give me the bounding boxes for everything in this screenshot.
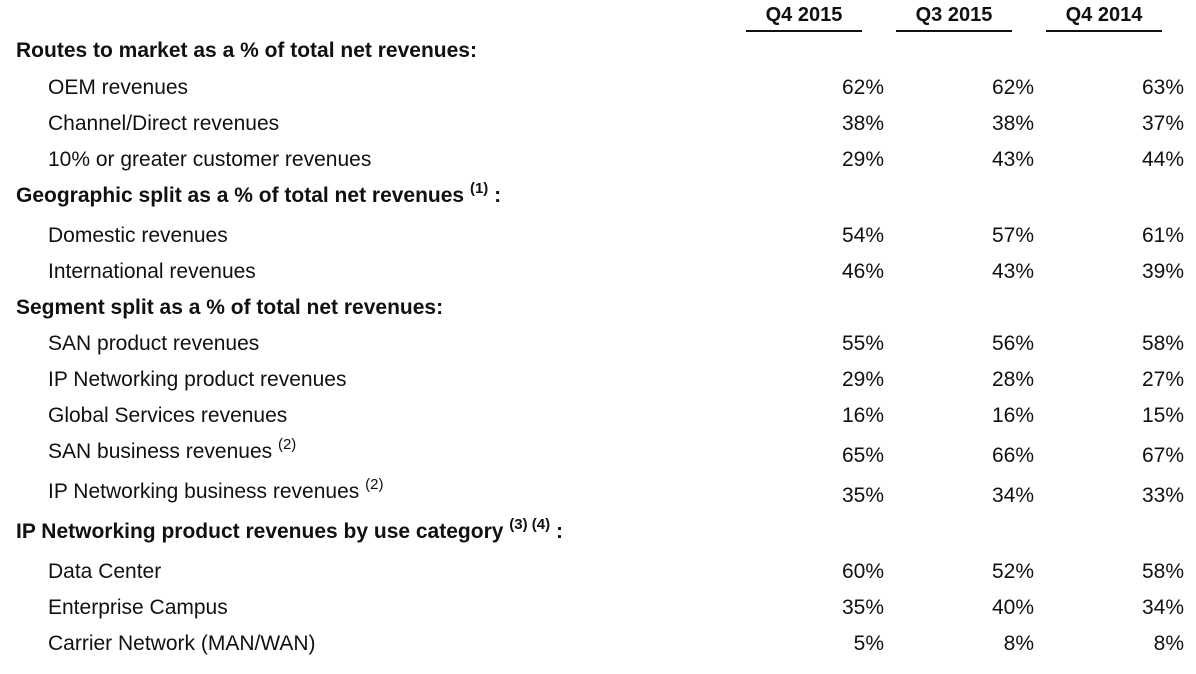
cell-q4-2014: 33%: [1141, 484, 1184, 507]
cell-q3-2015: 62%: [991, 76, 1034, 99]
cell-q4-2015: 35%: [841, 484, 884, 507]
section-title: Segment split as a % of total net revenu…: [16, 296, 444, 319]
cell-q4-2015: 55%: [841, 332, 884, 355]
cell-q3-2015: 43%: [991, 148, 1034, 171]
cell-q3-2015: 16%: [991, 404, 1034, 427]
row-label: Enterprise Campus: [48, 596, 228, 619]
footnote-marker: (3) (4): [509, 516, 551, 533]
column-header-q4-2014: Q4 2014: [1046, 0, 1162, 32]
cell-q4-2014: 67%: [1141, 444, 1184, 467]
cell-q4-2014: 58%: [1141, 560, 1184, 583]
row-label: Data Center: [48, 560, 162, 583]
cell-q4-2014: 37%: [1141, 112, 1184, 135]
cell-q4-2015: 29%: [841, 368, 884, 391]
cell-q4-2014: 58%: [1141, 332, 1184, 355]
section-title: Routes to market as a % of total net rev…: [16, 39, 477, 62]
cell-q3-2015: 38%: [991, 112, 1034, 135]
row-label: International revenues: [48, 260, 256, 283]
cell-q4-2015: 29%: [841, 148, 884, 171]
cell-q3-2015: 8%: [1003, 632, 1034, 655]
cell-q3-2015: 40%: [991, 596, 1034, 619]
cell-q4-2014: 39%: [1141, 260, 1184, 283]
column-header-q4-2015: Q4 2015: [746, 0, 862, 32]
cell-q3-2015: 52%: [991, 560, 1034, 583]
row-label: IP Networking product revenues: [48, 368, 347, 391]
column-header-q3-2015: Q3 2015: [896, 0, 1012, 32]
cell-q3-2015: 28%: [991, 368, 1034, 391]
footnote-marker: (2): [365, 476, 384, 493]
section-title: IP Networking product revenues by use ca…: [16, 516, 563, 543]
row-label: Domestic revenues: [48, 224, 228, 247]
cell-q3-2015: 57%: [991, 224, 1034, 247]
cell-q4-2014: 61%: [1141, 224, 1184, 247]
cell-q4-2015: 5%: [853, 632, 884, 655]
cell-q4-2015: 46%: [841, 260, 884, 283]
row-label: OEM revenues: [48, 76, 189, 99]
cell-q4-2015: 62%: [841, 76, 884, 99]
cell-q3-2015: 34%: [991, 484, 1034, 507]
row-label: Global Services revenues: [48, 404, 288, 427]
footnote-marker: (2): [277, 436, 297, 453]
cell-q4-2014: 63%: [1141, 76, 1184, 99]
row-label: IP Networking business revenues (2): [48, 476, 384, 503]
cell-q3-2015: 43%: [991, 260, 1034, 283]
cell-q4-2014: 34%: [1141, 596, 1184, 619]
cell-q4-2015: 38%: [841, 112, 884, 135]
cell-q4-2015: 65%: [841, 444, 884, 467]
row-label: SAN product revenues: [48, 332, 260, 355]
cell-q3-2015: 56%: [991, 332, 1034, 355]
cell-q4-2015: 35%: [841, 596, 884, 619]
cell-q4-2014: 15%: [1141, 404, 1184, 427]
footnote-marker: (1): [469, 180, 489, 197]
cell-q4-2015: 54%: [841, 224, 884, 247]
cell-q3-2015: 66%: [991, 444, 1034, 467]
cell-q4-2014: 8%: [1153, 632, 1184, 655]
cell-q4-2015: 60%: [841, 560, 884, 583]
cell-q4-2014: 44%: [1141, 148, 1184, 171]
cell-q4-2014: 27%: [1141, 368, 1184, 391]
section-title: Geographic split as a % of total net rev…: [16, 180, 502, 207]
row-label: Channel/Direct revenues: [48, 112, 280, 135]
row-label: SAN business revenues (2): [48, 436, 297, 463]
cell-q4-2015: 16%: [841, 404, 884, 427]
row-label: 10% or greater customer revenues: [48, 148, 372, 171]
row-label: Carrier Network (MAN/WAN): [48, 632, 316, 655]
